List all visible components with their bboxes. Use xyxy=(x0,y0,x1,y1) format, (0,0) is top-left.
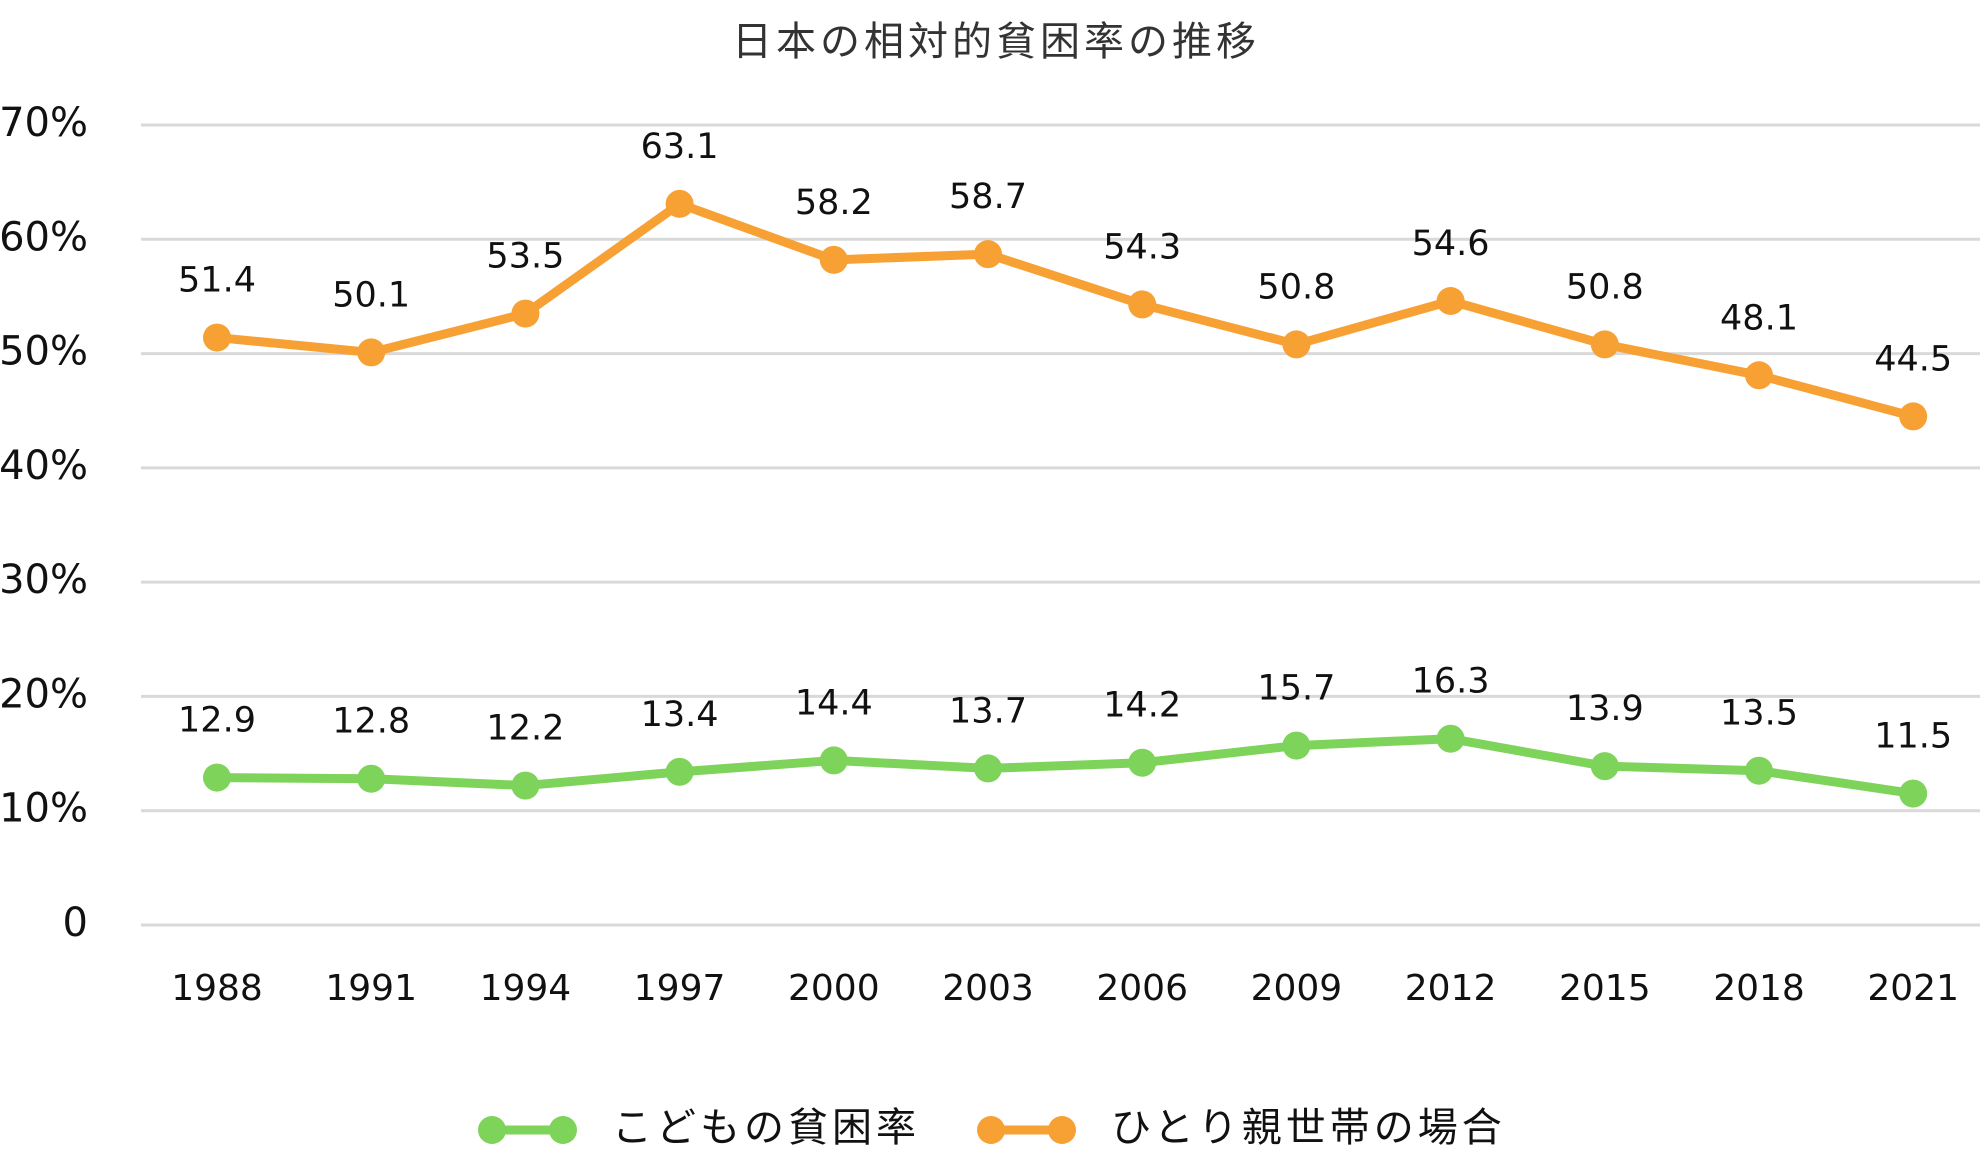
data-label: 13.9 xyxy=(1566,689,1644,729)
point xyxy=(974,754,1002,783)
data-label: 11.5 xyxy=(1874,717,1952,757)
x-tick-label: 2015 xyxy=(1559,968,1651,1009)
data-label: 12.9 xyxy=(178,701,256,741)
data-label: 58.2 xyxy=(795,183,873,223)
point xyxy=(1128,290,1157,319)
point xyxy=(1436,287,1465,315)
data-label: 14.4 xyxy=(795,683,873,723)
x-tick-label: 2009 xyxy=(1251,968,1343,1009)
legend-marker xyxy=(478,1116,506,1144)
point xyxy=(1745,756,1773,785)
y-tick-label: 0 xyxy=(63,900,88,946)
point xyxy=(357,764,386,793)
point xyxy=(974,240,1002,269)
point xyxy=(1899,779,1928,808)
x-tick-label: 1994 xyxy=(480,968,572,1009)
data-label: 12.2 xyxy=(486,709,564,749)
data-label: 54.6 xyxy=(1412,224,1490,264)
data-label: 50.8 xyxy=(1566,267,1644,307)
point xyxy=(1128,748,1157,777)
point xyxy=(665,189,694,218)
point xyxy=(357,338,386,367)
point xyxy=(665,757,694,786)
data-label: 53.5 xyxy=(486,237,564,277)
x-tick-label: 2006 xyxy=(1096,968,1188,1009)
data-label: 50.1 xyxy=(332,275,410,315)
series-line xyxy=(216,734,1914,799)
data-label: 13.5 xyxy=(1720,694,1798,734)
point xyxy=(1590,752,1619,781)
x-tick-label: 1988 xyxy=(171,968,263,1009)
data-label: 51.4 xyxy=(178,261,256,301)
point xyxy=(819,245,848,274)
data-label: 58.7 xyxy=(949,177,1027,217)
data-label: 13.7 xyxy=(949,691,1027,731)
data-label: 13.4 xyxy=(641,695,719,735)
x-tick-label: 2012 xyxy=(1405,968,1497,1009)
data-label: 54.3 xyxy=(1103,227,1181,267)
point xyxy=(203,763,231,792)
series-line xyxy=(216,199,1915,421)
x-tick-label: 2000 xyxy=(788,968,880,1009)
y-tick-label: 10% xyxy=(0,786,88,832)
data-label: 63.1 xyxy=(641,127,719,167)
point xyxy=(819,746,848,775)
data-label: 16.3 xyxy=(1412,662,1490,702)
x-tick-label: 2018 xyxy=(1713,968,1805,1009)
point xyxy=(1282,731,1311,760)
point xyxy=(1282,330,1311,359)
data-label: 15.7 xyxy=(1257,669,1335,709)
point xyxy=(1436,724,1465,753)
legend-marker xyxy=(1048,1116,1076,1144)
y-tick-label: 30% xyxy=(0,557,88,603)
y-tick-label: 40% xyxy=(0,443,88,489)
x-tick-label: 1997 xyxy=(634,968,726,1009)
legend-label: こどもの貧困率 xyxy=(612,1105,920,1151)
data-label: 50.8 xyxy=(1257,267,1335,307)
x-tick-label: 2003 xyxy=(942,968,1034,1009)
point xyxy=(1899,402,1928,431)
x-tick-label: 1991 xyxy=(325,968,417,1009)
data-label: 14.2 xyxy=(1103,686,1181,726)
data-label: 48.1 xyxy=(1720,298,1798,338)
x-tick-label: 2021 xyxy=(1867,968,1959,1009)
legend-marker xyxy=(549,1116,577,1144)
point xyxy=(511,299,540,328)
y-tick-label: 50% xyxy=(0,329,88,375)
y-tick-label: 70% xyxy=(0,100,88,146)
data-label: 12.8 xyxy=(332,702,410,742)
data-label: 44.5 xyxy=(1874,339,1952,379)
point xyxy=(1590,330,1619,359)
legend-label: ひとり親世帯の場合 xyxy=(1111,1105,1506,1151)
chart-title: 日本の相対的貧困率の推移 xyxy=(732,19,1260,65)
point xyxy=(203,323,231,352)
legend-marker xyxy=(977,1116,1005,1144)
y-tick-label: 60% xyxy=(0,214,88,260)
point xyxy=(1745,361,1773,390)
point xyxy=(511,771,540,800)
y-tick-label: 20% xyxy=(0,671,88,717)
